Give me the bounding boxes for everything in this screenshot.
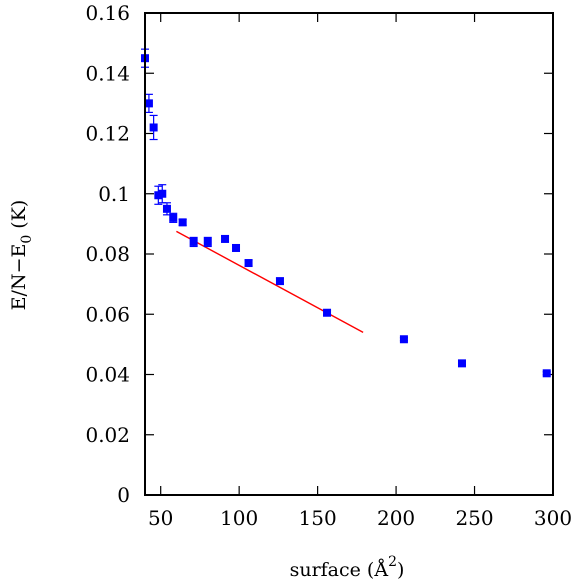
x-axis-label-close: ) [397,559,404,581]
point-marker [323,308,332,317]
tick-labels: 50 100 150 200 250 300 0 0.02 0.04 0.06 0.08 0.1 0.1… [85,1,572,530]
point-marker [275,277,284,286]
data-point [169,212,178,223]
y-tick-label: 0.08 [85,242,130,266]
x-tick-label: 300 [534,506,572,530]
y-axis-label-units: (K) [8,200,30,235]
point-marker [169,213,178,222]
y-tick-label: 0.14 [85,61,130,85]
data-point [399,335,408,344]
data-points [141,48,551,378]
point-marker [203,237,212,246]
x-tick-label: 150 [299,506,337,530]
point-marker [149,123,158,132]
x-axis-label: surface (Å2) [290,554,405,581]
x-tick-label: 100 [220,506,258,530]
y-axis-label-sub: 0 [19,235,35,244]
tick-marks [145,12,554,496]
fit-line-group [176,230,364,333]
data-point [203,236,212,248]
point-marker [457,359,466,368]
data-point [144,93,153,114]
point-marker [232,243,241,252]
data-point [275,277,284,286]
y-tick-label: 0.02 [85,423,130,447]
point-marker [158,189,167,198]
data-point [232,243,241,252]
data-point [149,114,158,141]
data-point [244,259,253,268]
data-point [542,369,551,378]
data-point [189,236,198,248]
data-point [158,184,167,204]
y-tick-label: 0.06 [85,302,130,326]
plot-frame [144,12,554,496]
x-tick-label: 250 [455,506,493,530]
y-tick-label: 0.04 [85,363,130,387]
x-tick-label: 200 [377,506,415,530]
y-axis-label: E/N−E0 (K) [8,200,35,311]
point-marker [162,204,171,213]
data-point [457,359,466,368]
point-marker [399,335,408,344]
data-point [323,308,332,317]
x-axis-label-sup: 2 [388,554,397,570]
point-marker [144,99,153,108]
point-marker [189,237,198,246]
data-point [221,234,230,243]
x-tick-label: 50 [148,506,173,530]
y-tick-label: 0.16 [85,1,130,25]
y-tick-label: 0.1 [98,182,130,206]
data-point [178,218,187,227]
point-marker [221,234,230,243]
y-tick-label: 0.12 [85,122,130,146]
y-tick-label: 0 [117,483,130,507]
point-marker [244,259,253,268]
fit-line [176,230,364,333]
point-marker [178,218,187,227]
point-marker [542,369,551,378]
